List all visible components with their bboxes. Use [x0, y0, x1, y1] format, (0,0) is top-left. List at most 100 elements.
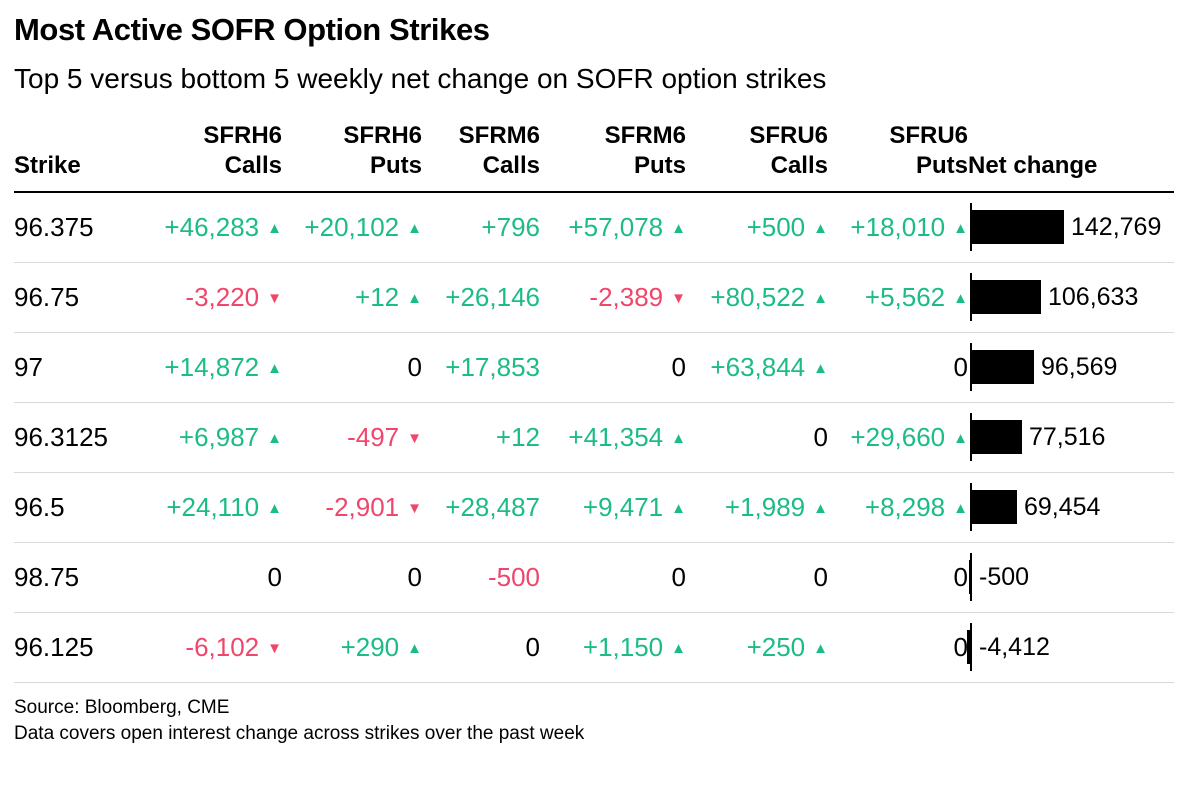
up-arrow-icon: ▲	[813, 359, 828, 377]
value-cell-sfrh6-calls: +6,987 ▲	[126, 402, 282, 473]
cell-value: +1,989	[724, 491, 806, 522]
cell-value: -2,389	[589, 281, 664, 312]
cell-value: +63,844	[710, 351, 806, 382]
net-change-bar	[967, 630, 970, 665]
source-text: Source: Bloomberg, CME	[14, 696, 230, 718]
value-cell-sfrh6-puts: 0	[282, 332, 422, 403]
cell-value: +290	[340, 631, 400, 662]
page-subtitle: Top 5 versus bottom 5 weekly net change …	[14, 62, 827, 94]
up-arrow-icon: ▲	[953, 499, 968, 517]
value-cell-sfrh6-puts: -497 ▼	[282, 402, 422, 473]
cell-value: 0	[953, 631, 968, 662]
value-cell-sfrh6-calls: +24,110 ▲	[126, 472, 282, 543]
value-cell-sfrm6-puts: 0	[540, 332, 686, 403]
cell-value: +41,354	[568, 421, 664, 452]
up-arrow-icon: ▲	[813, 289, 828, 307]
note-text: Data covers open interest change across …	[14, 723, 585, 745]
net-change-axis	[970, 343, 972, 392]
net-change-bar	[972, 350, 1034, 385]
value-cell-sfrm6-puts: +1,150 ▲	[540, 612, 686, 683]
cell-value: +29,660	[850, 421, 946, 452]
cell-value: +14,872	[164, 351, 260, 382]
strike-cell: 96.3125	[14, 402, 126, 473]
up-arrow-icon: ▲	[953, 289, 968, 307]
value-cell-sfru6-calls: +1,989 ▲	[686, 472, 828, 543]
table-row: 96.375 +46,283 ▲ +20,102 ▲ +796 +57,078 ▲ +…	[14, 192, 1174, 263]
value-cell-sfrh6-calls: +14,872 ▲	[126, 332, 282, 403]
net-change-label: -4,412	[979, 632, 1050, 661]
table-row: 98.75 0 0 -500 0 0 0 -500	[14, 542, 1174, 613]
net-change-cell: 69,454	[968, 472, 1174, 543]
down-arrow-icon: ▼	[671, 289, 686, 307]
value-cell-sfru6-calls: 0	[686, 402, 828, 473]
value-cell-sfru6-puts: 0	[828, 332, 968, 403]
col-header-sfrh6-puts: SFRH6 Puts	[282, 121, 422, 194]
cell-value: 0	[407, 351, 422, 382]
net-change-label: 69,454	[1024, 492, 1101, 521]
value-cell-sfrh6-calls: +46,283 ▲	[126, 192, 282, 263]
cell-value: +12	[355, 281, 400, 312]
value-cell-sfrh6-puts: 0	[282, 542, 422, 613]
cell-value: 0	[267, 561, 282, 592]
cell-value: -497	[347, 421, 400, 452]
strikes-table: Strike SFRH6 Calls SFRH6 Puts SFRM6 Call…	[14, 121, 1174, 683]
cell-value: +9,471	[582, 491, 664, 522]
up-arrow-icon: ▲	[267, 219, 282, 237]
value-cell-sfrh6-calls: -3,220 ▼	[126, 262, 282, 333]
net-change-label: 142,769	[1071, 212, 1162, 241]
table-row: 96.75 -3,220 ▼ +12 ▲ +26,146 -2,389 ▼ +80,5…	[14, 262, 1174, 333]
cell-value: +5,562	[864, 281, 946, 312]
table-row: 96.3125 +6,987 ▲ -497 ▼ +12 +41,354 ▲ 0 +29…	[14, 402, 1174, 473]
cell-value: +500	[746, 211, 806, 242]
value-cell-sfru6-calls: 0	[686, 542, 828, 613]
up-arrow-icon: ▲	[267, 359, 282, 377]
strike-cell: 96.375	[14, 192, 126, 263]
value-cell-sfrm6-calls: +796	[422, 192, 540, 263]
cell-value: +12	[495, 421, 540, 452]
cell-value: +17,853	[445, 351, 540, 382]
net-change-cell: 96,569	[968, 332, 1174, 403]
up-arrow-icon: ▲	[953, 219, 968, 237]
net-change-cell: 106,633	[968, 262, 1174, 333]
net-change-cell: -500	[968, 542, 1174, 613]
net-change-bar	[972, 490, 1017, 525]
up-arrow-icon: ▲	[671, 499, 686, 517]
value-cell-sfru6-calls: +80,522 ▲	[686, 262, 828, 333]
cell-value: +24,110	[166, 491, 260, 522]
value-cell-sfrh6-puts: -2,901 ▼	[282, 472, 422, 543]
net-change-cell: 142,769	[968, 192, 1174, 263]
net-change-axis	[970, 413, 972, 462]
up-arrow-icon: ▲	[407, 639, 422, 657]
value-cell-sfrh6-calls: -6,102 ▼	[126, 612, 282, 683]
value-cell-sfrm6-calls: +26,146	[422, 262, 540, 333]
up-arrow-icon: ▲	[813, 219, 828, 237]
up-arrow-icon: ▲	[407, 219, 422, 237]
cell-value: 0	[525, 631, 540, 662]
col-header-net-change: Net change	[968, 121, 1174, 194]
strike-cell: 96.5	[14, 472, 126, 543]
net-change-cell: -4,412	[967, 612, 1174, 683]
strike-cell: 98.75	[14, 542, 126, 613]
value-cell-sfru6-puts: +5,562 ▲	[828, 262, 968, 333]
col-header-sfru6-calls: SFRU6 Calls	[686, 121, 828, 194]
cell-value: +28,487	[445, 491, 540, 522]
value-cell-sfrh6-puts: +12 ▲	[282, 262, 422, 333]
cell-value: -500	[487, 561, 540, 592]
down-arrow-icon: ▼	[407, 499, 422, 517]
cell-value: 0	[407, 561, 422, 592]
cell-value: +46,283	[164, 211, 260, 242]
value-cell-sfrm6-calls: +12	[422, 402, 540, 473]
net-change-cell: 77,516	[968, 402, 1174, 473]
cell-value: 0	[953, 351, 968, 382]
value-cell-sfrh6-puts: +290 ▲	[282, 612, 422, 683]
value-cell-sfru6-puts: +8,298 ▲	[828, 472, 968, 543]
cell-value: +1,150	[582, 631, 664, 662]
down-arrow-icon: ▼	[267, 289, 282, 307]
cell-value: -2,901	[325, 491, 400, 522]
value-cell-sfrm6-puts: -2,389 ▼	[540, 262, 686, 333]
cell-value: 0	[953, 561, 968, 592]
net-change-axis	[970, 623, 972, 672]
value-cell-sfrm6-puts: +41,354 ▲	[540, 402, 686, 473]
net-change-label: -500	[979, 562, 1030, 591]
